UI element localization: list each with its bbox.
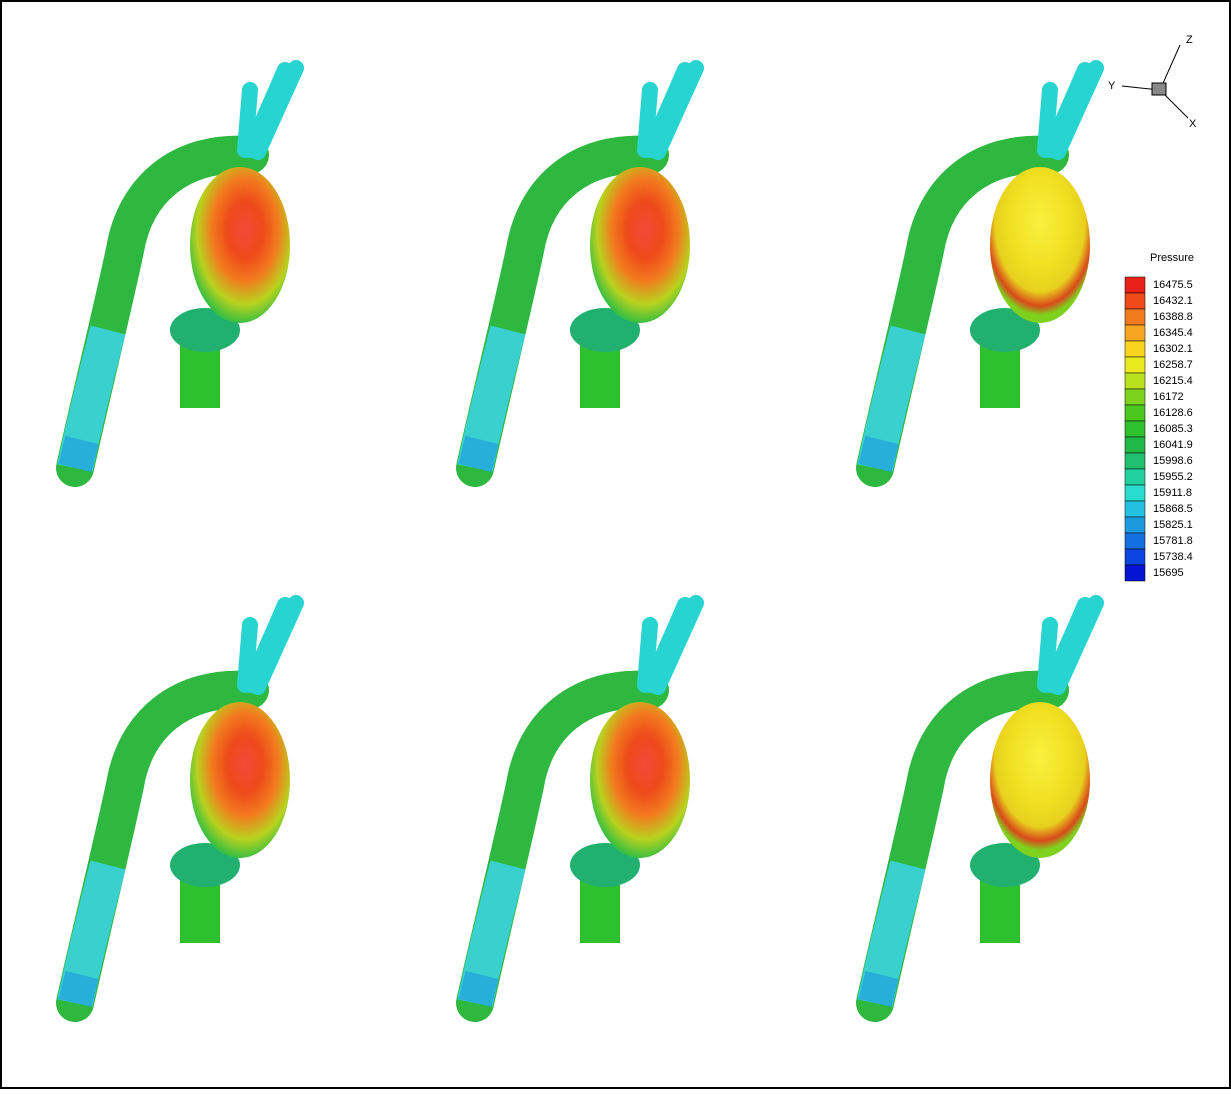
legend-label: 16432.1: [1153, 295, 1193, 307]
legend-label: 16128.6: [1153, 407, 1193, 419]
legend-swatch: [1125, 325, 1145, 341]
legend-swatch: [1125, 453, 1145, 469]
legend-label: 16345.4: [1153, 327, 1193, 339]
legend-swatch: [1125, 309, 1145, 325]
legend-swatch: [1125, 517, 1145, 533]
legend-label: 16475.5: [1153, 279, 1193, 291]
legend-swatch: [1125, 373, 1145, 389]
legend: 16475.5 16432.1 16388.8 16345.4 16302.1 16258…: [1125, 277, 1193, 581]
legend-label: 15868.5: [1153, 503, 1193, 515]
legend-swatch: [1125, 277, 1145, 293]
legend-label: 16041.9: [1153, 439, 1193, 451]
legend-label: 15998.6: [1153, 455, 1193, 467]
legend-label: 16172: [1153, 391, 1184, 403]
legend-swatch: [1125, 501, 1145, 517]
legend-label: 16215.4: [1153, 375, 1193, 387]
legend-swatch: [1125, 565, 1145, 581]
legend-swatch: [1125, 293, 1145, 309]
legend-swatch: [1125, 341, 1145, 357]
legend-swatch: [1125, 389, 1145, 405]
legend-label: 16302.1: [1153, 343, 1193, 355]
axis-label: Y: [1108, 80, 1116, 92]
legend-swatch: [1125, 485, 1145, 501]
legend-label: 16388.8: [1153, 311, 1193, 323]
legend-label: 15955.2: [1153, 471, 1193, 483]
legend-label: 16258.7: [1153, 359, 1193, 371]
legend-swatch: [1125, 469, 1145, 485]
legend-label: 16085.3: [1153, 423, 1193, 435]
legend-swatch: [1125, 533, 1145, 549]
legend-label: 15911.8: [1153, 487, 1192, 499]
axis-label: Z: [1186, 34, 1193, 46]
legend-title: Pressure: [1150, 252, 1194, 264]
legend-label: 15695: [1153, 567, 1184, 579]
legend-swatch: [1125, 549, 1145, 565]
legend-swatch: [1125, 405, 1145, 421]
legend-swatch: [1125, 437, 1145, 453]
legend-label: 15738.4: [1153, 551, 1193, 563]
axis-label: X: [1189, 118, 1197, 130]
viewport: Z Y X Pressure 16475.5 16432.1 16388.8 1634…: [0, 0, 1231, 1089]
legend-swatch: [1125, 357, 1145, 373]
legend-label: 15781.8: [1153, 535, 1193, 547]
legend-swatch: [1125, 421, 1145, 437]
legend-label: 15825.1: [1153, 519, 1193, 531]
